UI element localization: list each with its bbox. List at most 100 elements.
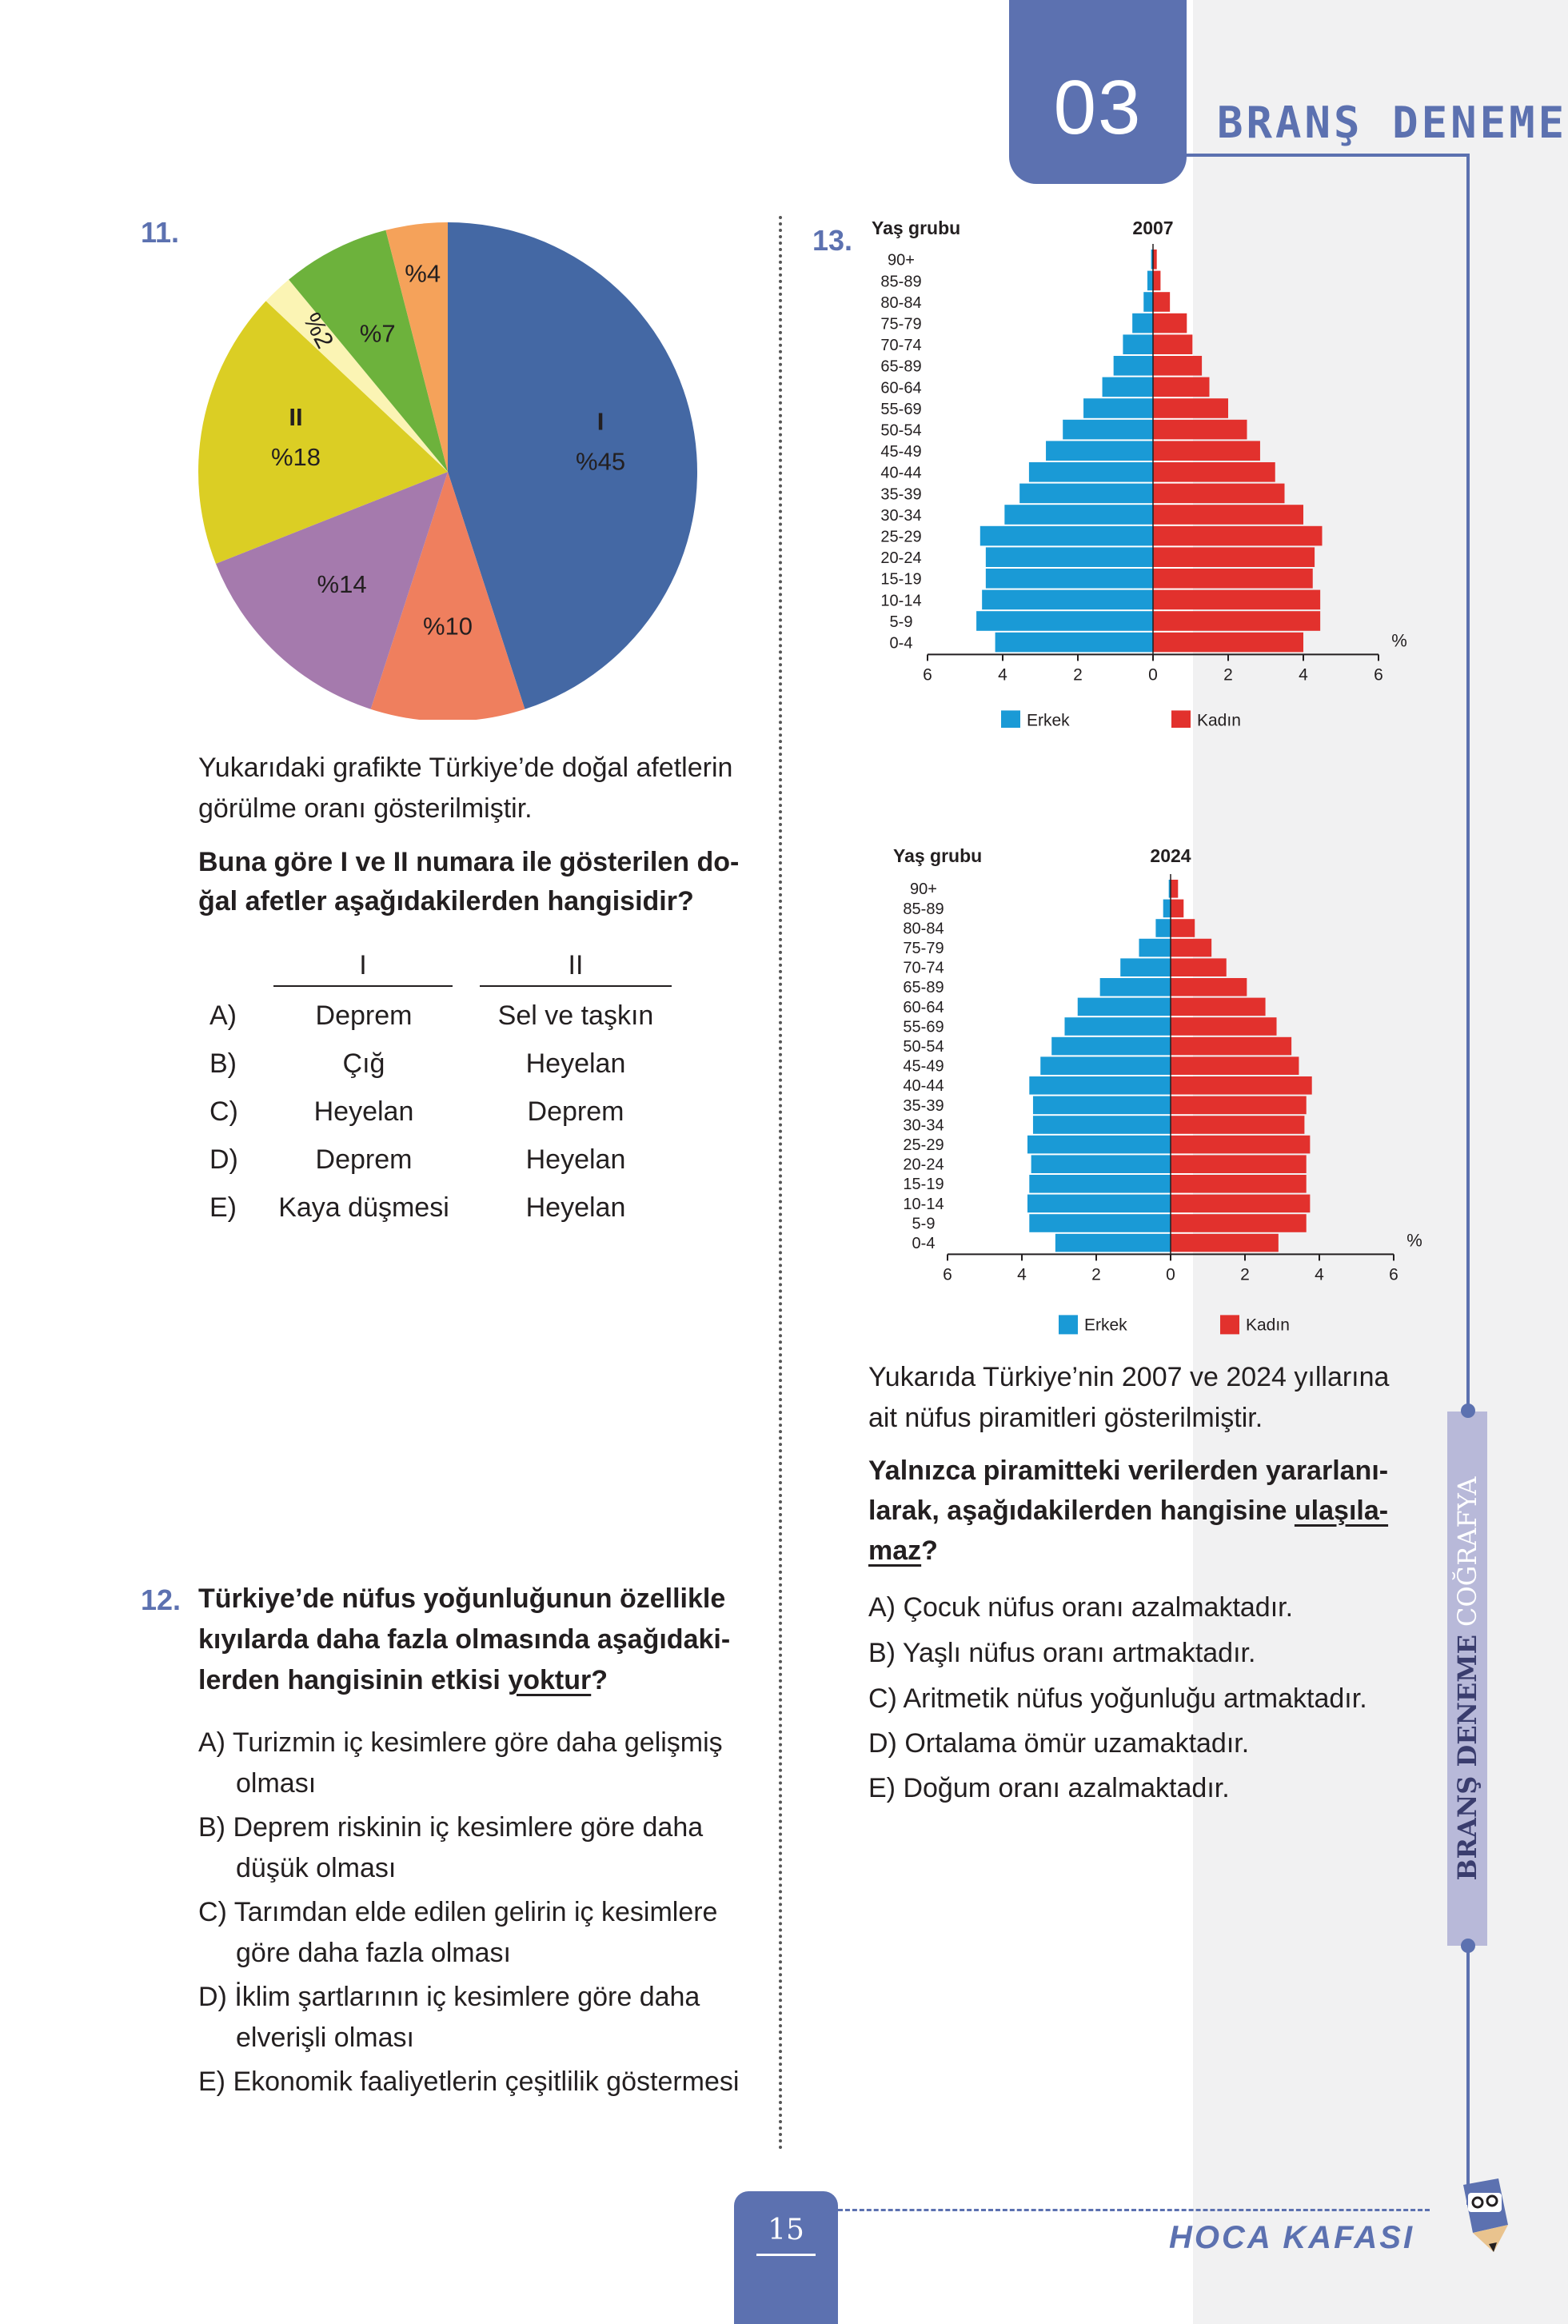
bar-female xyxy=(1153,589,1321,610)
bar-male xyxy=(1029,1076,1171,1095)
q13-option-a[interactable]: A) Çocuk nüfus oranı azalmaktadır. xyxy=(868,1592,1294,1623)
option-row-d[interactable]: D) Deprem Heyelan xyxy=(209,1144,626,1175)
chart-title: 2024 xyxy=(1150,845,1191,866)
age-group-label: 30-34 xyxy=(880,507,921,525)
side-tab-dot-top xyxy=(1461,1404,1475,1418)
bar-female xyxy=(1153,313,1187,333)
header-title: BRANŞ DENEME xyxy=(1217,98,1568,148)
age-group-label: 50-54 xyxy=(903,1038,944,1056)
option-row-c[interactable]: C) Heyelan Deprem xyxy=(209,1096,624,1127)
bar-female xyxy=(1171,1175,1307,1193)
bar-female xyxy=(1153,525,1323,546)
pie-value-label: %14 xyxy=(317,570,367,598)
option-row-e[interactable]: E) Kaya düşmesi Heyelan xyxy=(209,1192,626,1223)
bar-female xyxy=(1171,938,1212,957)
bar-male xyxy=(1031,1155,1171,1173)
bar-female xyxy=(1153,250,1157,270)
pie-value-label: %18 xyxy=(271,443,321,471)
bar-female xyxy=(1153,270,1161,291)
page-number-underline xyxy=(756,2254,816,2256)
bar-male xyxy=(1155,919,1171,937)
bar-female xyxy=(1153,441,1260,461)
q12-option-c[interactable]: C) Tarımdan elde edilen gelirin iç kesim… xyxy=(198,1897,718,1968)
bar-female xyxy=(1153,356,1203,376)
q11-col-ii-header: II xyxy=(568,950,584,980)
q13-option-c[interactable]: C) Aritmetik nüfus yoğunluğu artmaktadır… xyxy=(868,1683,1367,1714)
q12-question-line2: kıyılarda daha fazla olmasında aşağıdaki… xyxy=(198,1624,731,1655)
bar-female xyxy=(1171,1214,1307,1232)
age-group-label: 10-14 xyxy=(903,1196,944,1213)
q13-question-line1: Yalnızca piramitteki verilerden yararlan… xyxy=(868,1455,1389,1486)
bar-male xyxy=(1019,483,1153,504)
q13-option-d[interactable]: D) Ortalama ömür uzamaktadır. xyxy=(868,1728,1250,1759)
age-group-label: 85-89 xyxy=(903,900,944,918)
question-number: 12. xyxy=(141,1583,182,1616)
bar-male xyxy=(1077,997,1171,1016)
age-group-label: 35-39 xyxy=(903,1097,944,1115)
brand-name: HOCA KAFASI xyxy=(1169,2220,1415,2255)
side-tab-dot-bottom xyxy=(1461,1939,1475,1953)
age-group-label: 65-89 xyxy=(880,358,921,376)
age-group-label: 65-89 xyxy=(903,979,944,996)
age-group-label: 5-9 xyxy=(890,613,913,631)
bar-female xyxy=(1153,547,1315,567)
q11-col-ii-rule xyxy=(480,985,672,987)
option-row-b[interactable]: B) Çığ Heyelan xyxy=(209,1048,626,1079)
pie-slice-label: I xyxy=(597,408,604,436)
legend-label: Kadın xyxy=(1197,711,1241,728)
bar-female xyxy=(1153,398,1228,418)
pie-slice xyxy=(448,222,697,709)
age-group-label: 45-49 xyxy=(880,443,921,461)
bar-female xyxy=(1171,1194,1311,1213)
q12-option-a[interactable]: A) Turizmin iç kesimlere göre daha geliş… xyxy=(198,1727,723,1799)
bar-male xyxy=(1120,958,1171,976)
option-row-a[interactable]: A) Deprem Sel ve taşkın xyxy=(209,1000,654,1031)
q13-question-line3: maz? xyxy=(868,1535,938,1566)
q12-option-e[interactable]: E) Ekonomik faaliyetlerin çeşitlilik gös… xyxy=(198,2066,740,2097)
q13-intro-line2: ait nüfus piramitleri gösterilmiştir. xyxy=(868,1403,1263,1433)
bar-female xyxy=(1171,997,1266,1016)
age-group-label: 0-4 xyxy=(912,1235,936,1252)
age-group-label: 55-69 xyxy=(903,1018,944,1036)
population-pyramid-2024: Yaş grubu 202490+85-8980-8475-7970-7465-8… xyxy=(893,845,1422,1335)
bar-male xyxy=(1168,880,1171,898)
bar-male xyxy=(1099,978,1171,996)
pie-slice xyxy=(385,222,448,472)
pie-value-label: %4 xyxy=(405,259,441,287)
x-tick-label: 6 xyxy=(923,665,932,684)
margin-vertical-line xyxy=(1466,154,1470,2205)
bar-male xyxy=(1040,1056,1171,1075)
q13-option-e[interactable]: E) Doğum oranı azalmaktadır. xyxy=(868,1773,1230,1803)
y-axis-label: Yaş grubu xyxy=(872,218,960,238)
age-group-label: 60-64 xyxy=(903,999,944,1016)
age-group-label: 35-39 xyxy=(880,485,921,503)
x-tick-label: 2 xyxy=(1240,1265,1250,1284)
bar-female xyxy=(1153,462,1275,482)
age-group-label: 0-4 xyxy=(890,635,913,653)
bar-male xyxy=(1032,1096,1171,1115)
legend-label: Erkek xyxy=(1027,711,1070,728)
bar-male xyxy=(1151,250,1153,270)
bar-male xyxy=(1139,938,1171,957)
x-tick-label: 6 xyxy=(1389,1265,1398,1284)
bar-male xyxy=(985,569,1153,589)
side-subject-tab xyxy=(1447,1412,1487,1946)
age-group-label: 70-74 xyxy=(880,337,921,354)
bar-female xyxy=(1153,611,1321,631)
q11-col-i-rule xyxy=(273,985,453,987)
bar-male xyxy=(995,632,1153,653)
age-group-label: 50-54 xyxy=(880,422,921,440)
x-tick-label: 6 xyxy=(943,1265,952,1284)
pie-slice xyxy=(289,230,448,472)
x-tick-label: 2 xyxy=(1091,1265,1101,1284)
bar-male xyxy=(1055,1233,1171,1252)
pie-value-label: %7 xyxy=(360,320,396,348)
population-pyramid-2007: Yaş grubu 2007 90+ 85-89 80-84 75-79 70-74 65-8… xyxy=(872,218,1407,728)
x-tick-label: 0 xyxy=(1166,1265,1175,1284)
q12-option-b[interactable]: B) Deprem riskinin iç kesimlere göre dah… xyxy=(198,1812,704,1883)
q12-option-d[interactable]: D) İklim şartlarının iç kesimlere göre d… xyxy=(198,1982,700,2053)
x-tick-label: 4 xyxy=(1315,1265,1324,1284)
y-axis-label: Yaş grubu xyxy=(893,845,982,866)
q13-option-b[interactable]: B) Yaşlı nüfus oranı artmaktadır. xyxy=(868,1638,1256,1668)
